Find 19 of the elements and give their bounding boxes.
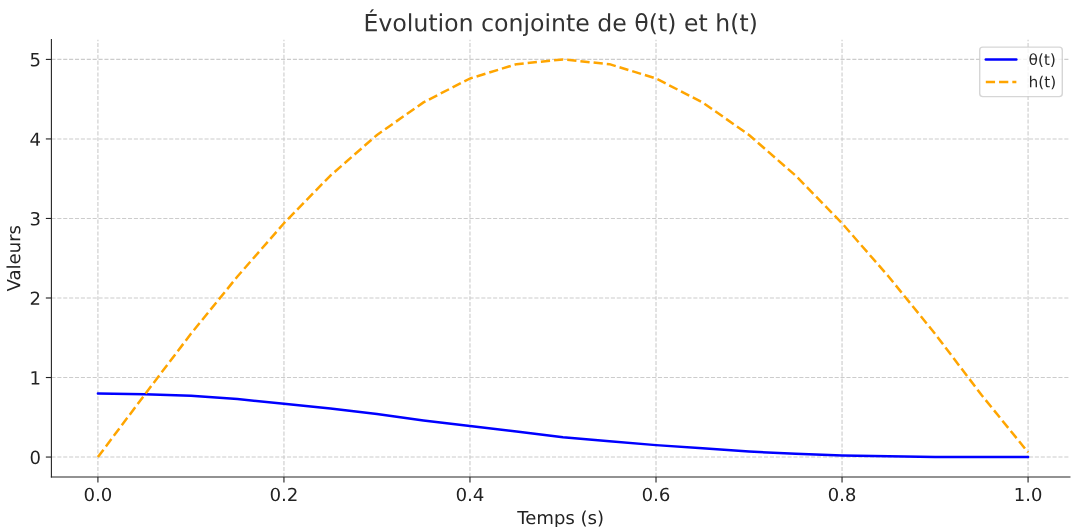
line-series xyxy=(96,58,1030,459)
y-tick-label: 3 xyxy=(30,211,40,226)
x-tick-label: 0.8 xyxy=(828,487,856,502)
x-tick-label: 0.2 xyxy=(270,487,297,502)
legend-label: θ(t) xyxy=(1029,53,1055,67)
y-tick-label: 1 xyxy=(31,371,40,385)
x-tick-label: 1.0 xyxy=(1015,487,1042,502)
y-tick-label: 0 xyxy=(30,450,40,465)
legend-label: h(t) xyxy=(1029,75,1055,90)
x-tick-label: 0.0 xyxy=(84,487,112,502)
line-series xyxy=(96,392,1030,459)
y-axis-title: Valeurs xyxy=(6,225,21,292)
x-axis-title: Temps (s) xyxy=(517,510,603,527)
x-tick-label: 0.6 xyxy=(642,487,670,502)
chart-title: Évolution conjointe de θ(t) et h(t) xyxy=(365,9,756,37)
y-tick-label: 5 xyxy=(30,53,40,67)
x-tick-label: 0.4 xyxy=(456,487,484,502)
y-tick-label: 4 xyxy=(30,132,40,146)
y-tick-label: 2 xyxy=(30,291,40,305)
